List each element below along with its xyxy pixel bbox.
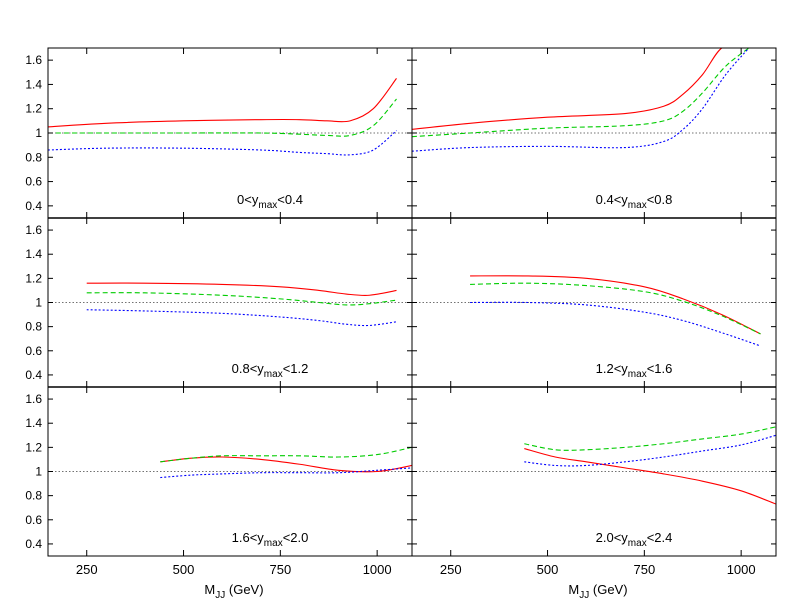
x-tick-label: 500 [537,562,559,577]
y-tick-label: 1.4 [25,77,42,91]
panel-4: 1.2<ymax<1.6 [412,275,776,380]
series-line-2 [524,426,776,451]
x-tick-label: 750 [269,562,291,577]
series-line-3 [412,48,750,152]
series-line-1 [48,78,397,128]
x-tick-label: 500 [173,562,195,577]
series-line-2 [160,446,412,463]
series-line-2 [86,292,397,306]
y-tick-label: 0.4 [25,199,42,213]
y-tick-label: 0.8 [25,320,42,334]
series-line-3 [86,309,397,327]
x-tick-label: 750 [633,562,655,577]
y-tick-label: 1.4 [25,247,42,261]
series-line-1 [86,282,397,296]
y-tick-label: 1.6 [25,392,42,406]
series-line-1 [470,275,761,335]
y-tick-label: 1.2 [25,102,42,116]
panel-label: 0.8<ymax<1.2 [232,361,309,380]
y-tick-label: 1 [35,126,42,140]
y-tick-label: 1 [35,465,42,479]
series-line-1 [524,448,776,505]
panel-label: 2.0<ymax<2.4 [596,530,673,549]
panel-6: 2.0<ymax<2.4 [412,426,776,549]
x-axis-label: MJJ (GeV) [204,582,263,601]
x-axis-label: MJJ (GeV) [568,582,627,601]
y-tick-label: 1 [35,296,42,310]
series-line-2 [470,282,761,335]
y-tick-label: 1.6 [25,53,42,67]
panel-5: 1.6<ymax<2.0 [48,446,412,549]
panel-label: 1.6<ymax<2.0 [232,530,309,549]
y-tick-label: 0.8 [25,489,42,503]
panel-1: 0<ymax<0.4 [48,78,412,211]
series-line-2 [48,98,397,137]
x-tick-label: 250 [440,562,462,577]
x-tick-label: 250 [76,562,98,577]
y-tick-label: 0.6 [25,175,42,189]
y-tick-label: 0.4 [25,537,42,551]
x-tick-label: 1000 [727,562,756,577]
y-tick-label: 0.4 [25,368,42,382]
panel-2: 0.4<ymax<0.8 [412,48,776,211]
y-tick-label: 0.6 [25,513,42,527]
y-tick-label: 0.8 [25,150,42,164]
series-line-3 [524,434,776,467]
y-tick-label: 1.2 [25,271,42,285]
x-tick-label: 1000 [363,562,392,577]
series-line-1 [160,456,412,473]
series-line-2 [412,48,750,138]
series-line-1 [412,48,742,130]
y-tick-label: 1.4 [25,416,42,430]
series-line-3 [48,130,397,156]
axes-frame: 1.6 1.4 1.2 1 0.8 0.6 0.4 1.6 1.4 1.2 1 0.8 0.6 0.4 1.… [25,47,777,601]
panel-label: 0.4<ymax<0.8 [596,192,673,211]
series-line-3 [470,301,761,347]
series-line-3 [160,467,412,479]
y-tick-label: 1.2 [25,440,42,454]
y-tick-label: 0.6 [25,344,42,358]
panel-label: 1.2<ymax<1.6 [596,361,673,380]
panel-label: 0<ymax<0.4 [237,192,303,211]
y-tick-label: 1.6 [25,223,42,237]
panel-3: 0.8<ymax<1.2 [48,282,412,380]
